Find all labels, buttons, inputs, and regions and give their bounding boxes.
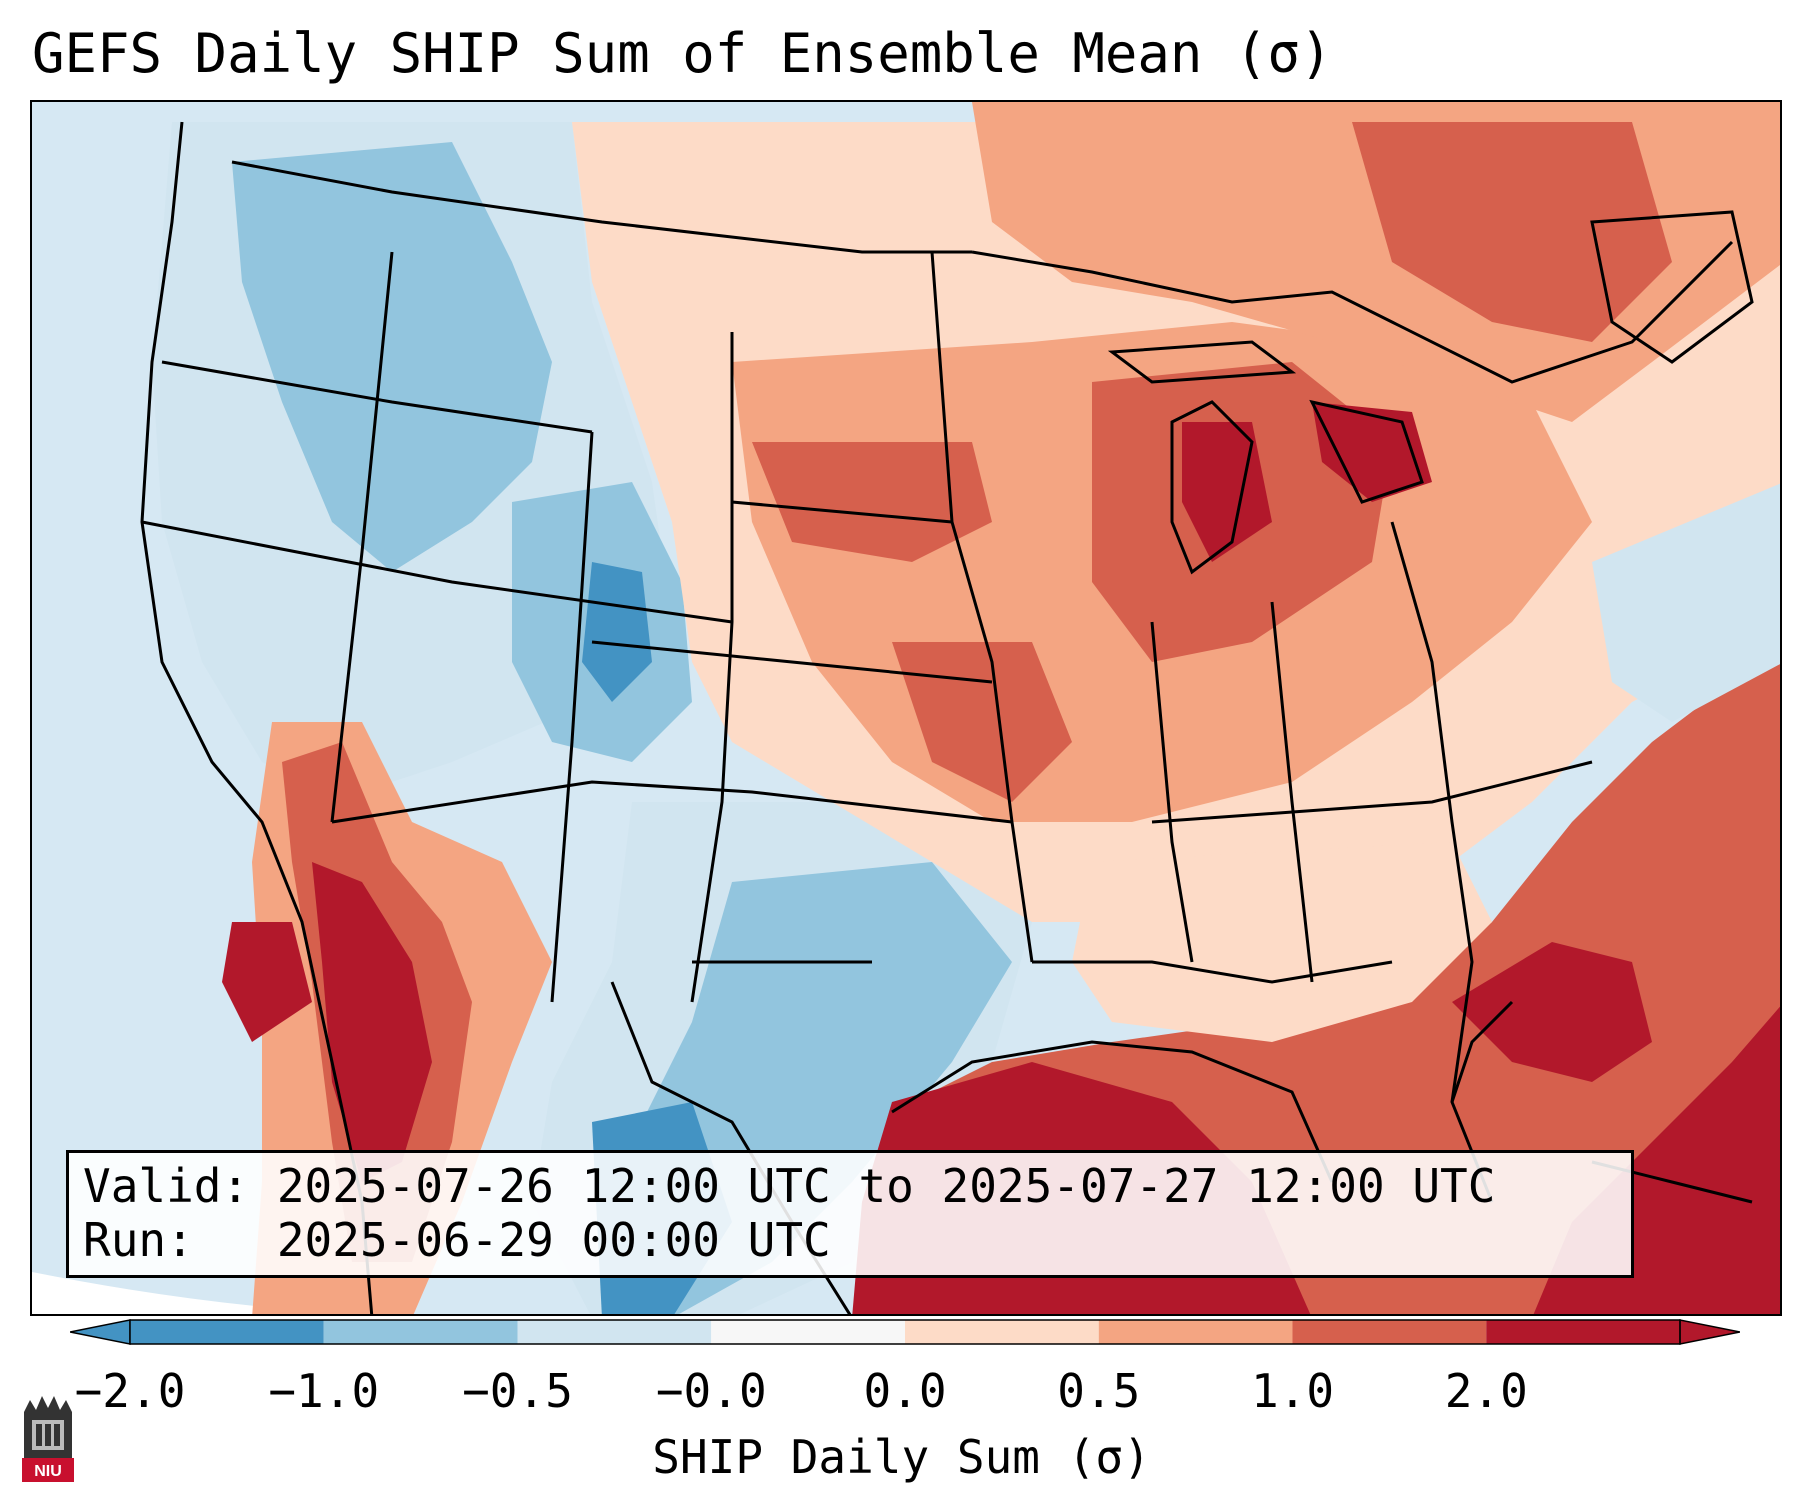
atlantic-slight-negative <box>1592 483 1780 722</box>
colorbar-label: SHIP Daily Sum (σ) <box>652 1430 1151 1484</box>
colorbar-segment <box>905 1320 1099 1344</box>
oh-wv-border <box>1270 601 1314 983</box>
lake-superior <box>1107 340 1297 384</box>
co-ks-border <box>690 332 734 1003</box>
mississippi-border <box>930 251 1034 963</box>
pacific-coast <box>140 121 374 1314</box>
niu-logo-icon: NIU <box>22 1396 74 1482</box>
colorbar-tick-label: −0.0 <box>655 1364 767 1418</box>
colorbar-tick-label: 2.0 <box>1444 1364 1528 1418</box>
lake-michigan <box>1170 400 1254 575</box>
projection-edge <box>32 1272 349 1314</box>
colorbar-segment <box>711 1320 905 1344</box>
colorado-strong-negative <box>582 562 652 702</box>
id-west-border <box>330 251 394 823</box>
lake-huron-strong <box>1312 402 1432 502</box>
southeast-slight-positive <box>1072 842 1492 1042</box>
gulf-of-st-lawrence <box>1590 210 1754 364</box>
il-in-border <box>1150 621 1194 963</box>
kansas-positive <box>892 642 1072 802</box>
colorbar-tick-label: −1.0 <box>268 1364 380 1418</box>
valid-run-box: Valid: 2025-07-26 12:00 UTC to 2025-07-2… <box>66 1150 1634 1278</box>
colorbar-segment <box>1292 1320 1487 1344</box>
ut-co-border <box>550 431 594 1003</box>
valid-line: Valid: 2025-07-26 12:00 UTC to 2025-07-2… <box>83 1159 1496 1213</box>
map-panel <box>30 100 1782 1316</box>
logo-text: NIU <box>34 1463 62 1480</box>
colorbar <box>70 1319 1740 1345</box>
tn-ky-border <box>1151 760 1593 824</box>
colorbar-tick-label: −2.0 <box>74 1364 186 1418</box>
lake-huron <box>1309 399 1424 504</box>
run-line: Run: 2025-06-29 00:00 UTC <box>83 1213 831 1267</box>
canada-border-east <box>971 240 1734 384</box>
ok-border <box>331 780 1013 824</box>
gulf-states-border <box>1032 960 1393 984</box>
colorbar-segment <box>517 1320 712 1344</box>
gulf-coast <box>891 1040 1334 1183</box>
colorbar-outline <box>129 1319 1681 1345</box>
canada-border-west <box>231 160 972 254</box>
colorbar-segment <box>130 1320 324 1344</box>
sd-ne-border <box>731 500 953 524</box>
nebraska-positive <box>752 442 992 562</box>
colorbar-segment <box>1486 1320 1680 1344</box>
colorbar-segment <box>1098 1320 1293 1344</box>
florida-coast <box>1450 1000 1514 1103</box>
anomaly-map <box>32 102 1780 1314</box>
east-coast <box>1390 521 1494 1203</box>
pacific-strong-positive <box>222 922 312 1042</box>
idaho-negative <box>232 142 552 572</box>
atlantic-strong-positive <box>1452 942 1652 1082</box>
colorbar-tick-label: 0.5 <box>1057 1364 1141 1418</box>
colorbar-tick-label: −0.5 <box>462 1364 573 1418</box>
colorbar-extend-low <box>70 1319 131 1345</box>
colorbar-tick-label: 1.0 <box>1250 1364 1335 1418</box>
colorbar-segment <box>323 1320 518 1344</box>
ca-nv-border <box>141 520 733 624</box>
colorbar-tick-label: 0.0 <box>863 1364 947 1418</box>
ne-ks-border <box>591 640 993 684</box>
map-title: GEFS Daily SHIP Sum of Ensemble Mean (σ) <box>32 22 1333 85</box>
colorbar-extend-high <box>1679 1319 1740 1345</box>
or-wa-border <box>161 360 593 434</box>
colorbar-segments <box>70 1319 1740 1345</box>
quebec-positive <box>1352 122 1672 342</box>
